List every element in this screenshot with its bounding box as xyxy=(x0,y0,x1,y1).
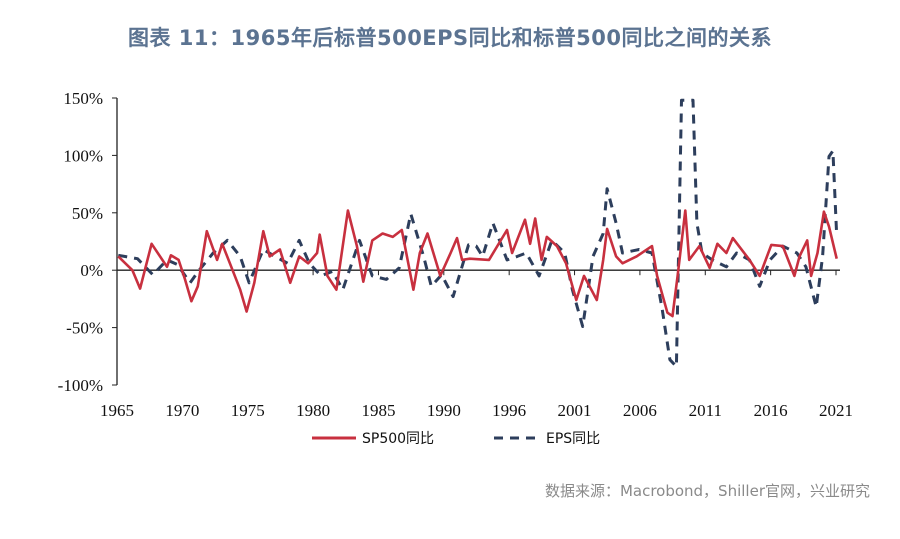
y-tick-label: 0% xyxy=(80,261,103,280)
series-group xyxy=(117,98,839,369)
y-tick-label: -100% xyxy=(58,376,103,395)
x-tick-label: 1965 xyxy=(100,401,134,420)
x-tick-label: 1970 xyxy=(165,401,199,420)
x-tick-label: 2016 xyxy=(754,401,788,420)
x-tick-label: 1980 xyxy=(296,401,330,420)
y-tick-label: 100% xyxy=(63,146,103,165)
x-tick-label: 1985 xyxy=(361,401,395,420)
source-note: 数据来源：Macrobond，Shiller官网，兴业研究 xyxy=(544,482,870,500)
legend-label-eps: EPS同比 xyxy=(546,431,600,447)
x-tick-label: 1990 xyxy=(427,401,461,420)
x-tick-label: 1996 xyxy=(492,401,526,420)
x-tick-label: 2006 xyxy=(623,401,657,420)
legend: SP500同比 EPS同比 xyxy=(312,431,600,447)
y-tick-label: 150% xyxy=(63,89,103,108)
x-tick-label: 2021 xyxy=(819,401,853,420)
series-line-eps xyxy=(118,98,839,369)
chart-title: 图表 11：1965年后标普500EPS同比和标普500同比之间的关系 xyxy=(127,26,772,50)
series-line-sp500 xyxy=(117,209,838,318)
y-tick-label: -50% xyxy=(66,319,103,338)
legend-label-sp500: SP500同比 xyxy=(362,431,434,447)
x-tick-label: 1975 xyxy=(231,401,265,420)
x-tick-label: 2001 xyxy=(558,401,592,420)
x-tick-label: 2011 xyxy=(689,401,722,420)
axes: 150% 100% 50% 0% -50% -100% 1965 1970 1975 1980 19… xyxy=(58,89,853,420)
y-tick-label: 50% xyxy=(72,204,103,223)
